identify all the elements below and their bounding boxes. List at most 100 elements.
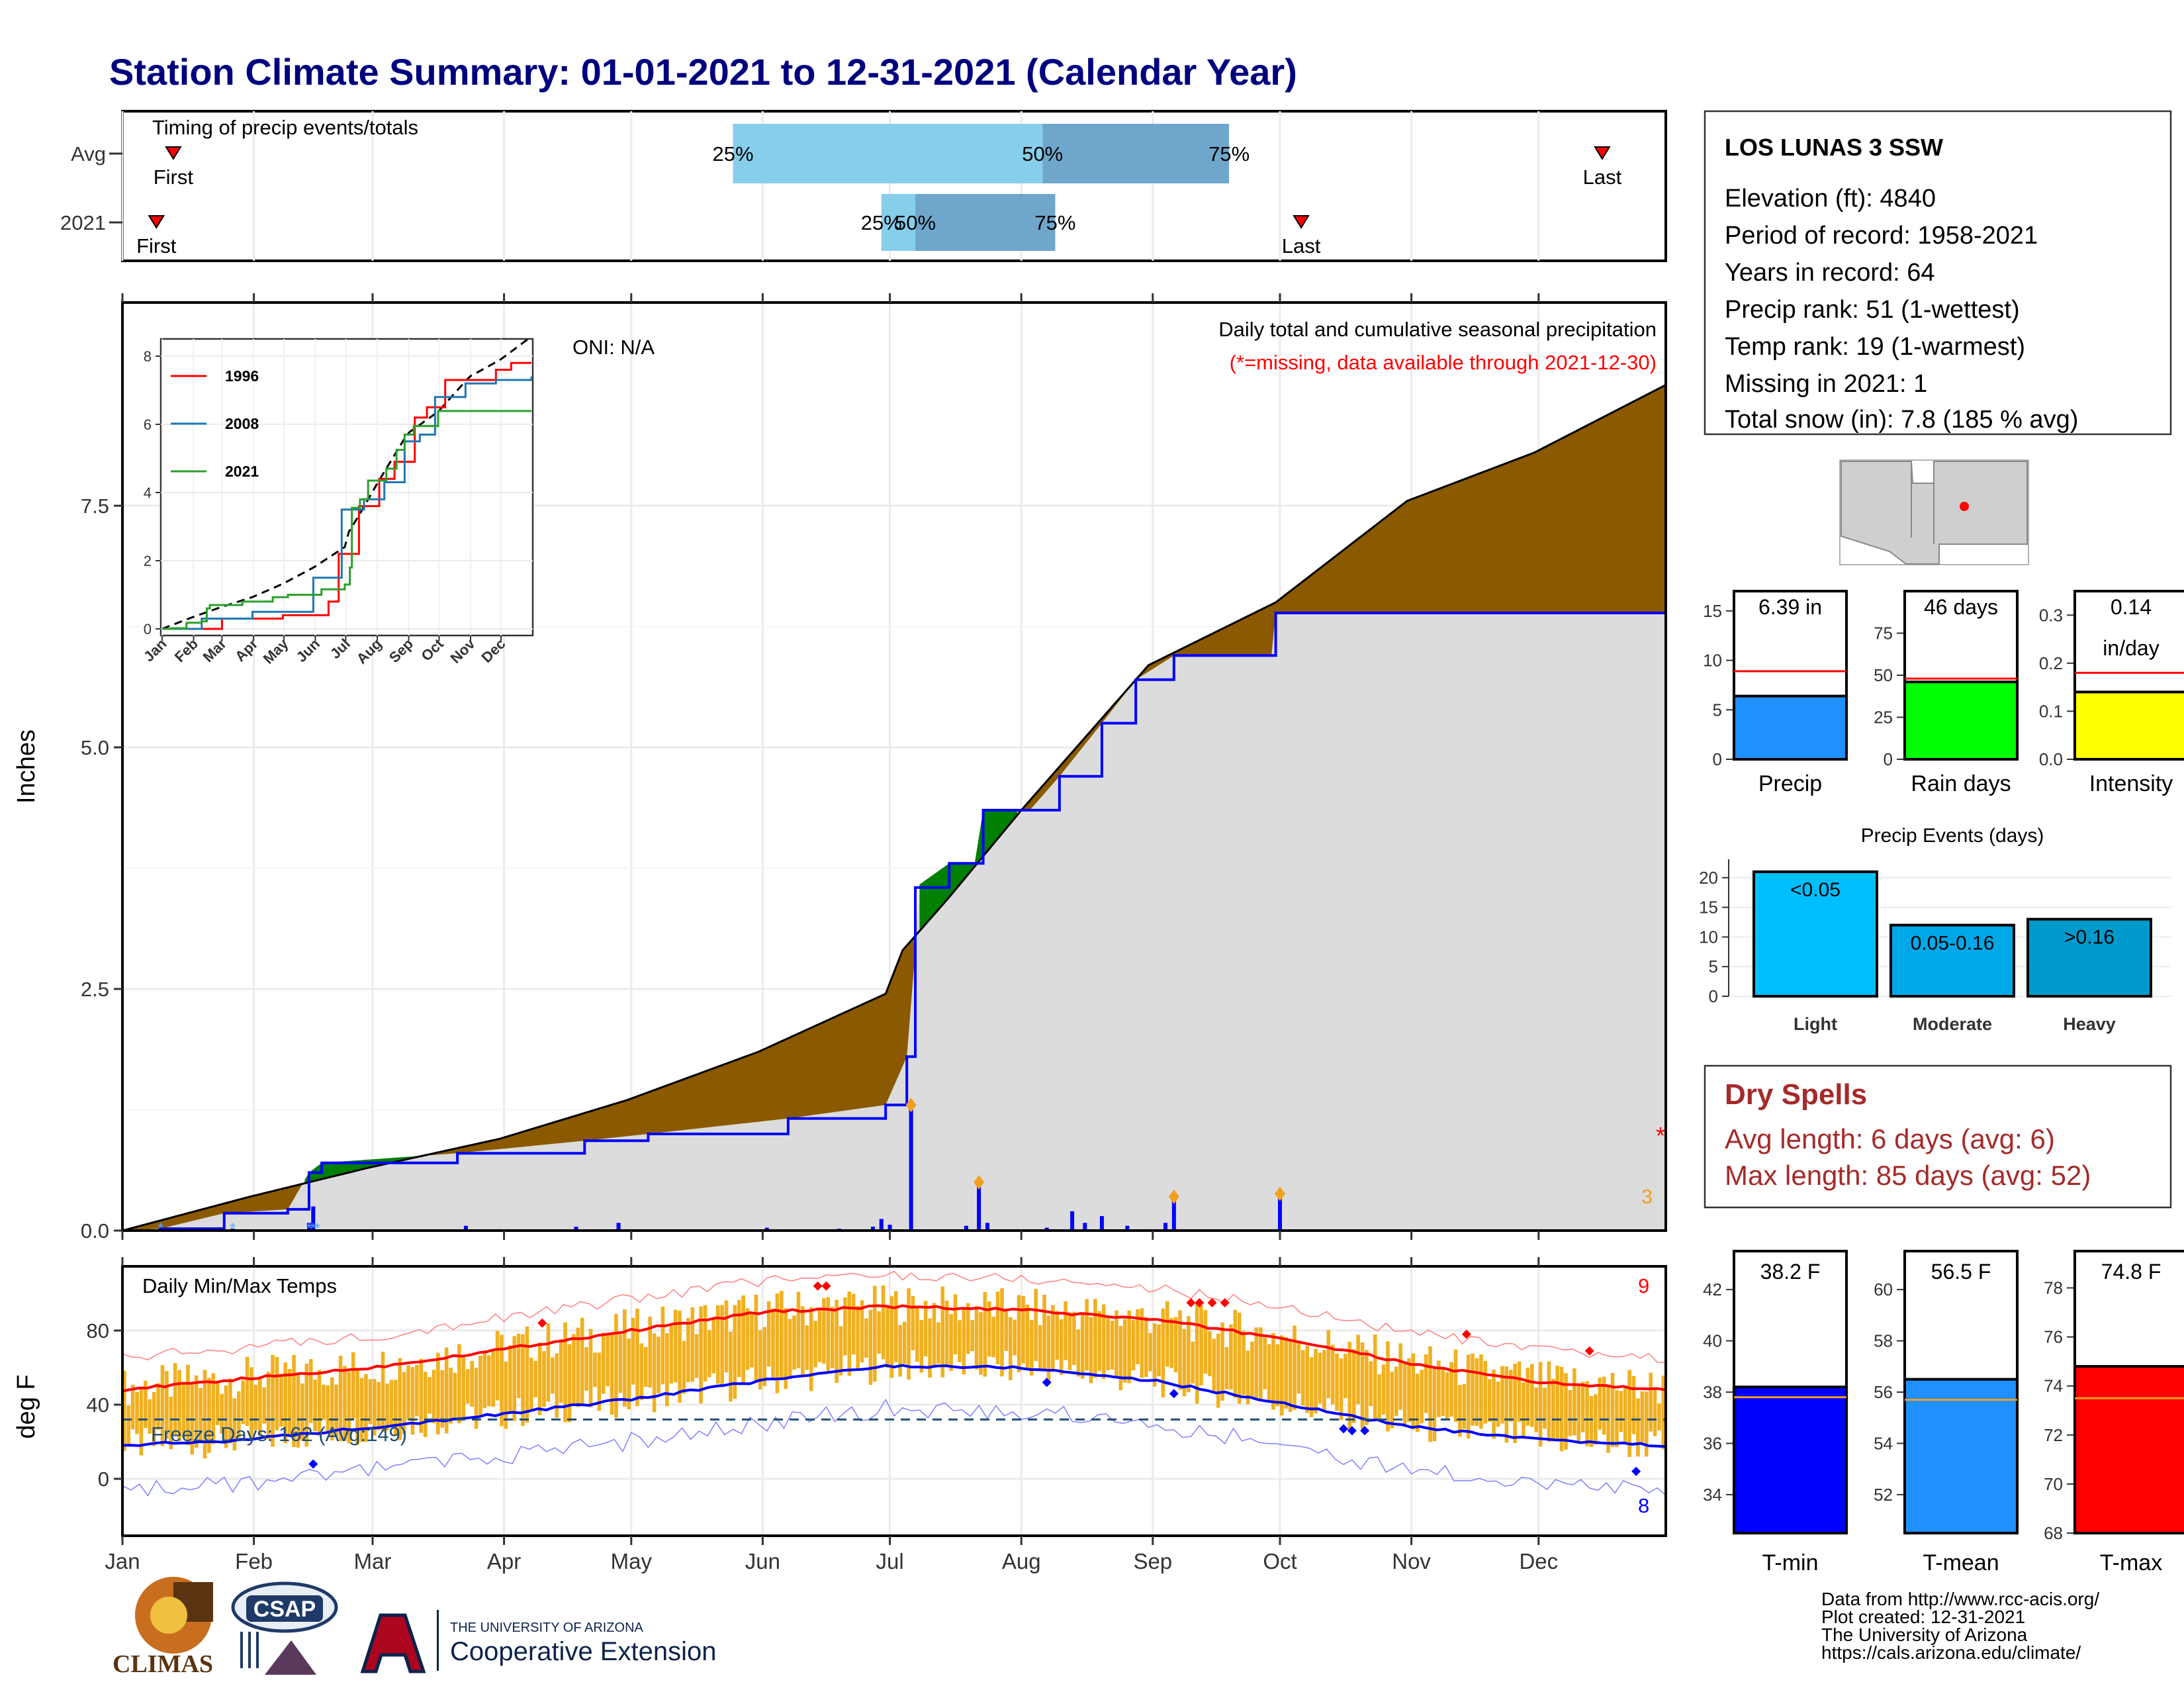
daily-temp-bar <box>1326 1330 1331 1399</box>
daily-temp-bar <box>1369 1361 1373 1407</box>
daily-temp-bar <box>1191 1341 1195 1383</box>
daily-temp-bar <box>215 1382 220 1425</box>
daily-precip-bar <box>616 1223 621 1231</box>
daily-precip-bar <box>764 1227 769 1231</box>
events-y-tick-label: 5 <box>1709 957 1718 976</box>
daily-temp-bar <box>733 1305 737 1399</box>
daily-temp-bar <box>1097 1311 1102 1371</box>
inset-y-tick-label: 8 <box>144 348 152 365</box>
daily-temp-bar <box>1347 1341 1352 1431</box>
footer-credits: Data from http://www.rcc-acis.org/ Plot … <box>1821 1589 2099 1663</box>
daily-temp-bar <box>1466 1354 1471 1439</box>
daily-temp-bar <box>1263 1337 1267 1389</box>
mini-precip-tick-label: 25 <box>1874 708 1893 727</box>
temp-summary-bars: 34 36 38 40 42 38.2 F T-min 52 54 56 58 60 56.5 F T-m… <box>1703 1250 2184 1575</box>
daily-temp-bar <box>317 1370 322 1436</box>
daily-temp-bar <box>1068 1312 1072 1370</box>
daily-temp-bar <box>919 1320 924 1373</box>
daily-precip-bar <box>158 1227 163 1231</box>
obs-cumulative-line <box>122 612 1666 1232</box>
daily-temp-bar <box>1576 1384 1581 1444</box>
month-tick-label: Apr <box>487 1549 521 1573</box>
inset-line-2021 <box>162 410 531 630</box>
daily-temp-bar <box>1522 1382 1525 1436</box>
daily-temp-bar <box>1314 1348 1318 1414</box>
inset-legend: 1996 2008 2021 <box>171 367 259 480</box>
daily-temp-bar <box>359 1378 364 1442</box>
daily-temp-bar <box>635 1308 639 1407</box>
record-high-marker <box>1186 1298 1196 1307</box>
record-high-marker <box>1220 1298 1230 1307</box>
daily-temp-bar <box>1267 1344 1271 1403</box>
daily-temp-bar <box>699 1306 703 1404</box>
daily-temp-bar <box>923 1301 928 1357</box>
daily-temp-bar <box>991 1317 995 1358</box>
daily-temp-bar <box>1653 1387 1657 1436</box>
daily-temp-bar <box>1076 1329 1081 1377</box>
daily-temp-bar <box>1089 1317 1093 1383</box>
daily-temp-bar <box>584 1347 588 1391</box>
timing-last-marker <box>1293 215 1310 229</box>
daily-precip-bars: * * *** <box>158 1098 1285 1237</box>
daily-temp-bar <box>1398 1343 1402 1410</box>
inset-lines <box>161 336 533 635</box>
station-location-dot <box>1960 502 1969 511</box>
daily-temp-bar <box>1534 1387 1538 1432</box>
daily-temp-bar <box>1305 1346 1310 1413</box>
daily-temp-bar <box>690 1307 695 1382</box>
daily-temp-bar <box>737 1299 741 1378</box>
month-tick-label: Mar <box>354 1549 392 1573</box>
inset-legend-label: 1996 <box>225 367 259 385</box>
daily-temp-bar <box>287 1369 292 1435</box>
mini-precip-tick-label: 50 <box>1874 665 1893 685</box>
freeze-days-label: Freeze Days: 162 (Avg:149) <box>151 1423 407 1446</box>
daily-temp-bar <box>296 1374 300 1448</box>
daily-temp-bar <box>211 1373 216 1444</box>
daily-temp-bar <box>1021 1295 1025 1364</box>
daily-temp-bar <box>953 1294 958 1354</box>
daily-temp-bar <box>389 1380 394 1425</box>
daily-temp-bar <box>1420 1370 1424 1424</box>
timing-q25-q50-bar <box>733 124 1043 183</box>
snow-marker: * <box>230 1220 236 1237</box>
station-frame <box>1704 110 2172 436</box>
daily-temp-bar <box>322 1384 326 1420</box>
timing-q25-q50-bar <box>881 194 916 251</box>
daily-temp-bar <box>1046 1315 1051 1385</box>
daily-temp-bar <box>944 1301 949 1366</box>
mini-temp-label: T-min <box>1762 1550 1819 1575</box>
daily-temp-bar <box>898 1325 903 1377</box>
orange-count: 3 <box>1641 1185 1653 1208</box>
daily-temp-bar <box>368 1379 373 1425</box>
daily-temp-bar <box>886 1305 889 1368</box>
daily-temp-bar <box>588 1329 593 1408</box>
dry-spells-frame <box>1704 1064 2172 1209</box>
mini-precip-value: 6.39 in <box>1758 595 1822 619</box>
oni-label: ONI: N/A <box>572 336 655 359</box>
inset-line-2008 <box>162 376 533 630</box>
mini-precip-bar <box>1903 680 2019 761</box>
daily-temp-bar <box>720 1305 724 1387</box>
timing-title: Timing of precip events/totals <box>152 116 418 139</box>
daily-temp-bar <box>1301 1350 1305 1406</box>
dry-spells-box: Dry Spells Avg length: 6 days (avg: 6) M… <box>1704 1064 2172 1209</box>
avg-cumulative-line <box>122 384 1666 1232</box>
heavy-event-marker <box>1275 1186 1285 1201</box>
daily-temp-bar <box>631 1317 635 1385</box>
daily-temp-bar <box>508 1345 512 1414</box>
footer-url: https://cals.arizona.edu/climate/ <box>1821 1642 2081 1663</box>
daily-temp-bar <box>1394 1366 1398 1417</box>
daily-temp-bar <box>648 1317 653 1388</box>
temp-series <box>122 1270 1666 1497</box>
daily-temp-bar <box>169 1396 173 1450</box>
daily-temp-bar <box>639 1343 644 1401</box>
heavy-event-marker <box>1168 1189 1179 1204</box>
events-y-tick-label: 0 <box>1709 986 1718 1006</box>
daily-temp-bar <box>343 1366 347 1441</box>
daily-temp-bar <box>355 1368 359 1445</box>
daily-temp-bar <box>1136 1309 1140 1364</box>
daily-temp-bar <box>622 1309 627 1407</box>
daily-temp-bar <box>754 1294 758 1382</box>
precip-event-bar-label: <0.05 <box>1790 879 1841 901</box>
daily-temp-bar <box>372 1379 377 1436</box>
